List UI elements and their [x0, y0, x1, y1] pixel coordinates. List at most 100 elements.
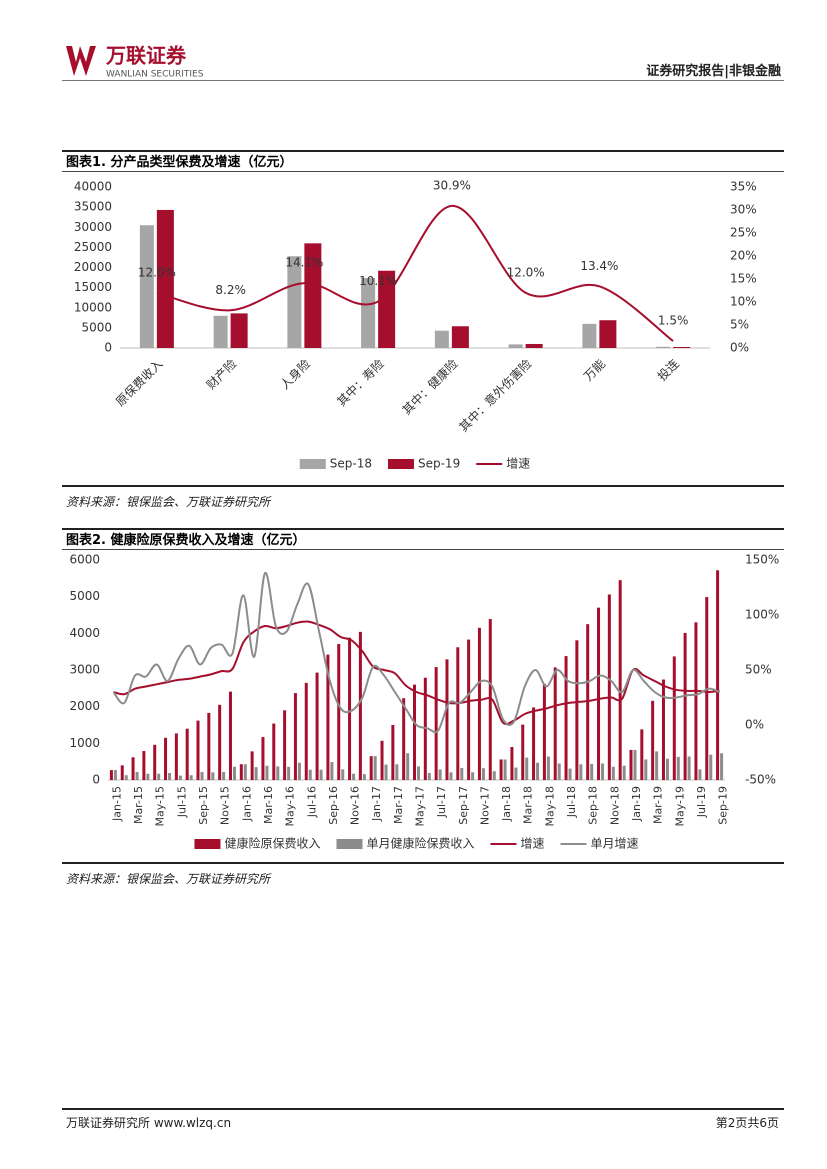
bar: [406, 753, 410, 780]
y-tick-label: 20000: [74, 260, 112, 274]
bar: [629, 749, 633, 780]
bar: [109, 770, 113, 780]
bar: [124, 775, 128, 780]
bar: [120, 765, 124, 780]
bar: [185, 728, 189, 780]
bar: [586, 624, 590, 780]
brand: 万联证券: [105, 44, 187, 68]
bar: [579, 764, 583, 780]
bar: [373, 756, 377, 780]
y2-tick-label: 20%: [730, 249, 757, 263]
bar: [644, 759, 648, 780]
bar: [417, 766, 420, 780]
x-tick-label: Mar-16: [262, 786, 275, 824]
footer-page: 第2页共6页: [715, 1116, 779, 1130]
x-tick-label: Jan-16: [240, 786, 253, 822]
bar: [427, 773, 431, 780]
bar: [553, 667, 557, 780]
footer-org: 万联证券研究所 www.wlzq.cn: [66, 1116, 232, 1130]
brand-en: WANLIAN SECURITIES: [106, 70, 204, 80]
figure-source: 资料来源：银保监会、万联证券研究所: [62, 485, 784, 516]
legend-label: 单月健康险保费收入: [366, 836, 474, 851]
report: 证券研究报告: [646, 64, 725, 79]
legend-label: 健康险原保费收入: [224, 836, 320, 851]
bar: [451, 326, 469, 348]
bar: [499, 759, 503, 780]
bar: [341, 769, 345, 780]
y-tick-label: 6000: [69, 553, 100, 567]
data-label: 30.9%: [433, 178, 471, 192]
x-tick-label: Mar-17: [392, 786, 405, 824]
data-label: 14.1%: [285, 256, 323, 270]
figure-title: 图表2. 健康险原保费收入及增速（亿元）: [62, 528, 784, 550]
bar: [665, 758, 669, 780]
y2-tick-label: 100%: [745, 608, 779, 622]
x-tick-label: 其中：寿险: [334, 356, 387, 409]
y2-tick-label: 25%: [730, 226, 757, 240]
x-tick-label: 其中：意外伤害险: [456, 356, 534, 434]
bar: [135, 771, 139, 780]
bar: [413, 684, 416, 780]
x-tick-label: May-15: [154, 786, 167, 827]
x-tick-label: Jan-19: [630, 786, 643, 822]
y-tick-label: 5000: [69, 589, 100, 603]
bar: [622, 765, 626, 780]
bar: [673, 346, 691, 348]
logo-mark: [66, 46, 96, 76]
x-tick-label: Jul-15: [175, 786, 188, 818]
y2-tick-label: 30%: [730, 203, 757, 217]
bar: [287, 256, 302, 348]
bar: [153, 744, 157, 780]
x-tick-label: 人身险: [277, 356, 313, 392]
bar: [239, 764, 243, 780]
bar: [218, 704, 222, 780]
header-rule: [62, 80, 784, 81]
bar: [434, 330, 449, 348]
bar: [308, 769, 312, 780]
y-tick-label: 15000: [74, 280, 112, 294]
bar: [655, 751, 659, 780]
bar: [503, 759, 507, 780]
bar: [477, 627, 481, 780]
bar: [611, 766, 615, 780]
bar: [139, 225, 154, 348]
bar: [142, 751, 146, 780]
bar: [525, 757, 529, 780]
bar: [315, 672, 319, 780]
figure-source: 资料来源：银保监会、万联证券研究所: [62, 862, 784, 893]
bar: [157, 773, 161, 780]
x-tick-label: Jan-15: [110, 786, 123, 822]
bar: [651, 700, 655, 780]
x-tick-label: May-19: [673, 786, 686, 827]
x-tick-label: Mar-18: [522, 786, 535, 824]
chart: 0 1000 2000 3000 4000 5000 6000 -50% 0% 50% 100% 15…: [69, 553, 779, 851]
bar: [164, 737, 168, 780]
legend-swatch: [387, 459, 414, 469]
bar: [467, 639, 471, 780]
bar: [510, 747, 514, 780]
bar: [326, 654, 330, 780]
y2-tick-label: 10%: [730, 295, 757, 309]
y2-tick-label: 5%: [730, 318, 749, 332]
bar: [228, 691, 232, 780]
x-tick-label: Sep-19: [717, 786, 730, 825]
bar: [716, 570, 720, 780]
bar: [304, 682, 308, 780]
y-tick-label: 4000: [69, 626, 100, 640]
bar: [196, 720, 200, 780]
chart: 0 5000 10000 15000 20000 25000 30000 35000 40000…: [74, 178, 757, 470]
bar: [661, 679, 665, 780]
bar: [283, 710, 287, 780]
x-tick-label: May-18: [543, 786, 556, 827]
figure-title: 图表1. 分产品类型保费及增速（亿元）: [62, 150, 784, 172]
bar: [687, 756, 691, 780]
bar: [178, 775, 182, 780]
bar: [492, 771, 496, 780]
bar: [599, 320, 617, 348]
y-tick-label: 1000: [69, 736, 100, 750]
x-tick-label: Jul-17: [435, 786, 448, 818]
bar: [514, 767, 518, 780]
bar: [672, 656, 676, 780]
y2-tick-label: 0%: [730, 341, 749, 355]
bar: [508, 344, 523, 348]
